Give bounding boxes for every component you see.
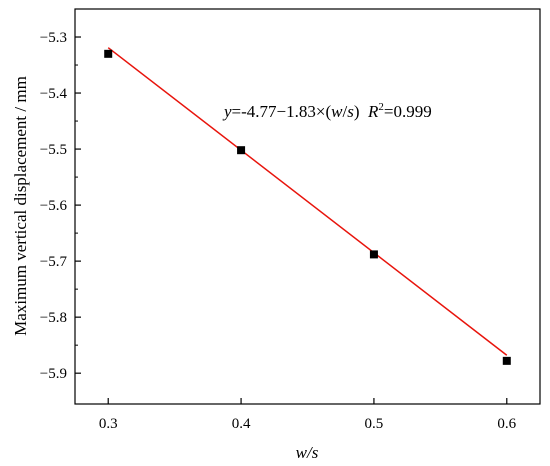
- data-point-marker: [237, 146, 246, 155]
- y-tick-label: −5.3: [40, 30, 67, 46]
- data-point-marker: [502, 356, 511, 365]
- data-point-marker: [104, 49, 113, 58]
- annotation-eq-b: ): [354, 102, 368, 121]
- annotation-eq-a: =-4.77−1.83×(: [232, 102, 332, 121]
- annotation-w: w: [331, 102, 343, 121]
- annotation-eq-c: =0.999: [384, 102, 432, 121]
- fit-line-group: [107, 47, 508, 356]
- y-tick-label: −5.4: [40, 86, 68, 102]
- x-axis-title: w/s: [296, 443, 319, 462]
- axis-tick-labels: 0.3 0.4 0.5 0.6 −5.3 −5.4 −5.5 −5.6 −5.7 −5.8 −5.9: [40, 30, 517, 432]
- annotation-y: y: [222, 102, 232, 121]
- plot-frame: [74, 8, 541, 405]
- x-tick-label: 0.5: [365, 416, 384, 432]
- y-tick-label: −5.9: [40, 366, 67, 382]
- annotation-r: R: [367, 102, 379, 121]
- y-tick-label: −5.5: [40, 142, 67, 158]
- fit-equation-annotation: y=-4.77−1.83×(w/s) R2=0.999: [222, 101, 432, 121]
- annotation-s: s: [347, 102, 354, 121]
- y-axis-title: Maximum vertical displacement / mm: [11, 76, 30, 336]
- y-tick-label: −5.8: [40, 310, 67, 326]
- data-point-marker: [369, 250, 378, 259]
- y-tick-label: −5.7: [40, 254, 68, 270]
- x-tick-label: 0.3: [99, 416, 118, 432]
- x-tick-label: 0.4: [232, 416, 251, 432]
- annotation-slash: /: [342, 102, 347, 121]
- data-points: [104, 49, 511, 365]
- x-tick-label: 0.6: [497, 416, 516, 432]
- annotation-sup: 2: [378, 101, 384, 113]
- axis-ticks: [75, 36, 508, 404]
- y-tick-label: −5.6: [40, 198, 68, 214]
- fit-line: [107, 47, 508, 356]
